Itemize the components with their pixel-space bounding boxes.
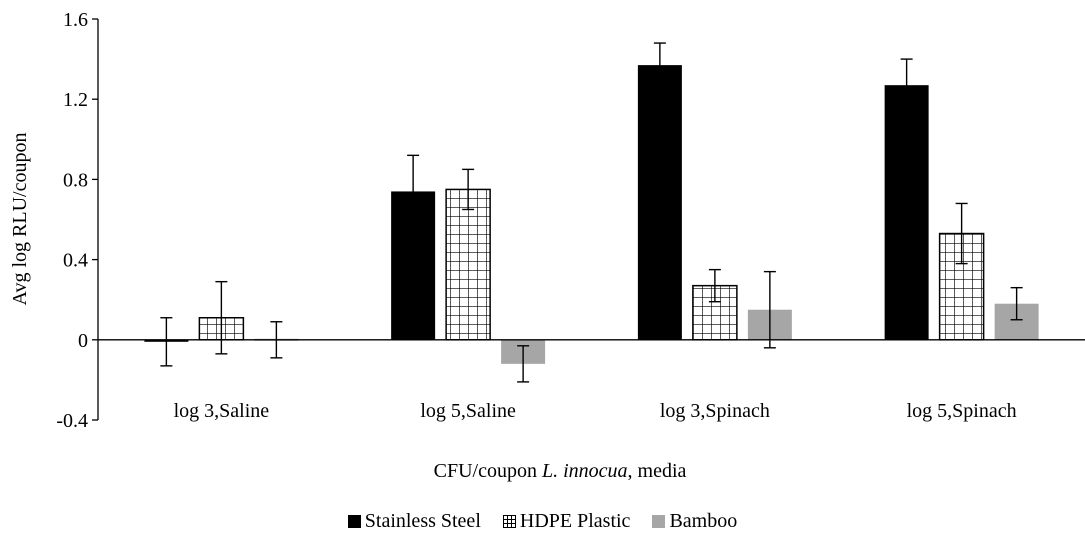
bar-stainless-steel xyxy=(637,65,682,340)
y-tick-label: 0 xyxy=(78,330,88,352)
x-axis-label: CFU/coupon L. innocua, media xyxy=(434,460,687,482)
x-category-label: log 3,Saline xyxy=(174,400,270,422)
legend: Stainless Steel HDPE Plastic Bamboo xyxy=(0,510,1085,533)
legend-item-stainless-steel: Stainless Steel xyxy=(347,510,481,533)
legend-label-bamboo: Bamboo xyxy=(669,510,738,532)
y-axis-label: Avg log RLU/coupon xyxy=(9,133,31,306)
legend-item-bamboo: Bamboo xyxy=(652,510,737,533)
y-axis: -0.4 0 0.4 0.8 1.2 1.6 xyxy=(56,9,99,432)
y-tick-label: 1.2 xyxy=(63,89,88,111)
x-category-label: log 5,Spinach xyxy=(907,400,1017,422)
legend-swatch-bamboo xyxy=(652,515,666,528)
y-tick-label: 1.6 xyxy=(63,9,88,31)
x-category-label: log 3,Spinach xyxy=(660,400,770,422)
legend-item-hdpe-plastic: HDPE Plastic xyxy=(502,510,631,533)
legend-swatch-hdpe-plastic xyxy=(502,515,516,528)
bars xyxy=(144,65,1039,364)
y-tick-label: 0.8 xyxy=(63,169,88,191)
x-category-label: log 5,Saline xyxy=(420,400,516,422)
legend-label-stainless-steel: Stainless Steel xyxy=(364,510,481,532)
legend-label-hdpe-plastic: HDPE Plastic xyxy=(519,510,631,532)
y-tick-label: 0.4 xyxy=(63,250,88,272)
legend-swatch-stainless-steel xyxy=(347,515,361,528)
bar-hdpe-plastic xyxy=(445,188,491,341)
bar-stainless-steel xyxy=(884,85,929,340)
y-tick-label: -0.4 xyxy=(56,410,88,432)
x-axis: log 3,Saline log 5,Saline log 3,Spinach log… xyxy=(98,339,1085,422)
